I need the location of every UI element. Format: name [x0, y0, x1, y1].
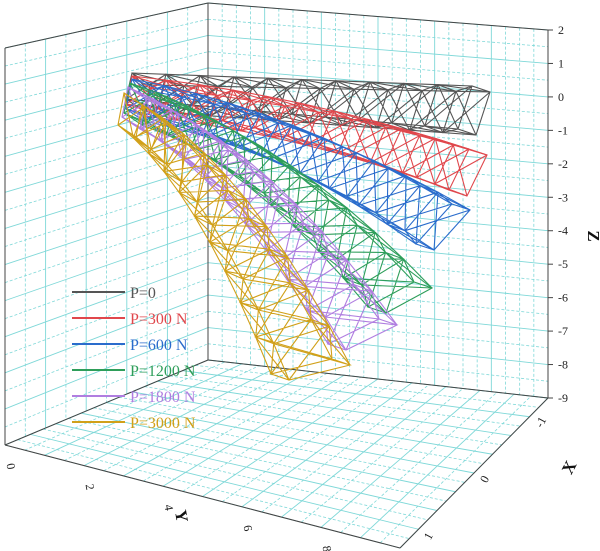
grid-line: [195, 364, 539, 408]
z-tick-label: 2: [558, 23, 564, 37]
legend-label: P=300 N: [130, 311, 188, 328]
grid-line: [4, 83, 209, 139]
grid-line: [4, 327, 209, 410]
grid-line: [4, 262, 209, 338]
legend-label: P=3000 N: [130, 415, 196, 432]
axis-frame-line: [4, 359, 209, 446]
grid-line: [4, 213, 209, 283]
grid-line: [4, 132, 209, 193]
z-axis-title: Z: [584, 230, 600, 241]
grid-line: [42, 428, 428, 521]
y-tick-label: 4: [162, 503, 177, 511]
z-tick-label: -5: [558, 257, 568, 271]
legend-label: P=1800 N: [130, 389, 196, 406]
grid-line: [157, 380, 512, 436]
legend-label: P=1200 N: [130, 363, 196, 380]
axis-frame-line: [399, 397, 549, 549]
x-tick-label: 1: [421, 530, 436, 542]
z-tick-label: -7: [558, 324, 568, 338]
grid-line: [4, 164, 209, 229]
grid-line: [4, 343, 209, 428]
grid-line: [207, 310, 549, 349]
grid-line: [4, 35, 209, 85]
y-tick-label: 6: [241, 524, 256, 532]
grid-line: [207, 343, 549, 382]
z-tick-label: -3: [558, 190, 568, 204]
axis-frame-line: [4, 444, 401, 549]
z-tick-label: 0: [558, 90, 564, 104]
grid-line: [207, 229, 549, 265]
grid-line: [68, 418, 447, 502]
x-tick-label: 0: [477, 473, 492, 485]
axis-frame-line: [207, 359, 549, 399]
grid-line: [55, 423, 438, 511]
z-tick-label: -9: [558, 391, 568, 405]
grid-line: [131, 391, 493, 455]
z-tick-label: -6: [558, 291, 568, 305]
axis-frame-line: [4, 2, 209, 49]
y-tick-label: 8: [320, 545, 335, 551]
legend-label: P=0: [130, 285, 156, 302]
grid-line: [4, 246, 209, 320]
grid-line: [4, 229, 209, 302]
legend: P=0 P=300 N P=600 N P=1200 N P=1800 N P=3000 …: [72, 285, 196, 432]
grid-line: [119, 396, 484, 465]
legend-label: P=600 N: [130, 337, 188, 354]
grid-line: [93, 407, 465, 483]
grid-line: [144, 386, 502, 446]
grid-line: [4, 181, 209, 247]
grid-line: [182, 370, 530, 418]
y-tick-label: 2: [83, 483, 98, 491]
grid-line: [106, 402, 475, 474]
grid-line: [4, 294, 209, 374]
z-tick-label: -4: [558, 224, 568, 238]
grid-line: [4, 197, 209, 265]
grid-line: [30, 433, 419, 530]
grid-line: [207, 278, 549, 315]
z-tick-label: -2: [558, 157, 568, 171]
truss-members: [117, 92, 352, 381]
grid-line: [207, 99, 549, 131]
x-axis-title: X: [558, 457, 581, 477]
grid-line: [207, 35, 549, 64]
axis-frame-line: [207, 2, 549, 31]
grid-line: [169, 375, 521, 427]
truss-members: [125, 78, 471, 251]
grid-line: [4, 278, 209, 356]
grid-line: [81, 412, 456, 493]
z-tick-label: -1: [558, 123, 568, 137]
grid-line: [4, 310, 209, 392]
z-tick-label: -8: [558, 358, 568, 372]
grid-line: [17, 439, 410, 540]
y-axis-title: Y: [171, 508, 192, 523]
grid-line: [207, 18, 549, 48]
y-tick-label: 0: [4, 462, 19, 470]
truss-series-layer: [117, 72, 491, 381]
z-tick-label: 1: [558, 56, 564, 70]
grid-line: [24, 361, 226, 451]
grid-line: [207, 51, 549, 81]
truss-series: [117, 92, 352, 381]
grid-line: [207, 213, 549, 248]
grid-line: [64, 365, 260, 461]
axis-frame: [4, 2, 549, 549]
x-tick-label: -1: [532, 414, 549, 429]
